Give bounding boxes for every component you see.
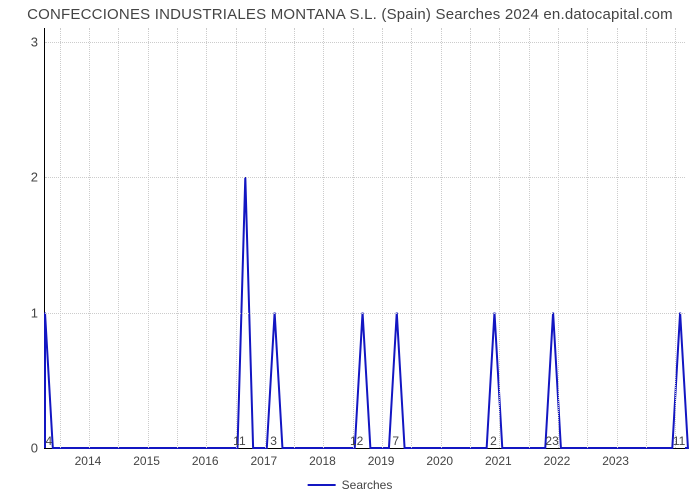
- xtick-label: 2015: [133, 454, 160, 468]
- vgrid: [177, 28, 178, 448]
- hgrid: [45, 42, 685, 43]
- line-series: [45, 28, 685, 448]
- vgrid: [382, 28, 383, 448]
- xtick-label: 2022: [544, 454, 571, 468]
- plot-area: [44, 28, 685, 449]
- chart-title: CONFECCIONES INDUSTRIALES MONTANA S.L. (…: [0, 6, 700, 23]
- vgrid: [411, 28, 412, 448]
- peak-label: 2: [490, 434, 497, 448]
- vgrid: [323, 28, 324, 448]
- hgrid: [45, 313, 685, 314]
- xtick-label: 2016: [192, 454, 219, 468]
- vgrid: [206, 28, 207, 448]
- xtick-label: 2017: [250, 454, 277, 468]
- ytick-label: 2: [8, 170, 38, 185]
- vgrid: [470, 28, 471, 448]
- vgrid: [236, 28, 237, 448]
- ytick-label: 3: [8, 34, 38, 49]
- vgrid: [118, 28, 119, 448]
- peak-label: 4: [46, 434, 53, 448]
- xtick-label: 2023: [602, 454, 629, 468]
- xtick-label: 2018: [309, 454, 336, 468]
- xtick-label: 2019: [368, 454, 395, 468]
- vgrid: [265, 28, 266, 448]
- ytick-label: 0: [8, 441, 38, 456]
- vgrid: [529, 28, 530, 448]
- vgrid: [675, 28, 676, 448]
- peak-label: 11: [233, 434, 245, 448]
- xtick-label: 2021: [485, 454, 512, 468]
- legend-swatch: [308, 484, 336, 486]
- ytick-label: 1: [8, 305, 38, 320]
- xtick-label: 2020: [426, 454, 453, 468]
- xtick-label: 2014: [75, 454, 102, 468]
- peak-label: 7: [392, 434, 399, 448]
- vgrid: [89, 28, 90, 448]
- peak-label: 12: [350, 434, 363, 448]
- vgrid: [558, 28, 559, 448]
- vgrid: [60, 28, 61, 448]
- vgrid: [441, 28, 442, 448]
- chart-container: CONFECCIONES INDUSTRIALES MONTANA S.L. (…: [0, 0, 700, 500]
- peak-label: 3: [270, 434, 277, 448]
- vgrid: [499, 28, 500, 448]
- vgrid: [646, 28, 647, 448]
- legend-label: Searches: [342, 478, 393, 492]
- hgrid: [45, 177, 685, 178]
- vgrid: [617, 28, 618, 448]
- vgrid: [587, 28, 588, 448]
- vgrid: [353, 28, 354, 448]
- legend: Searches: [308, 478, 393, 492]
- vgrid: [294, 28, 295, 448]
- peak-label: 23: [545, 434, 558, 448]
- peak-label: 11: [673, 434, 685, 448]
- vgrid: [148, 28, 149, 448]
